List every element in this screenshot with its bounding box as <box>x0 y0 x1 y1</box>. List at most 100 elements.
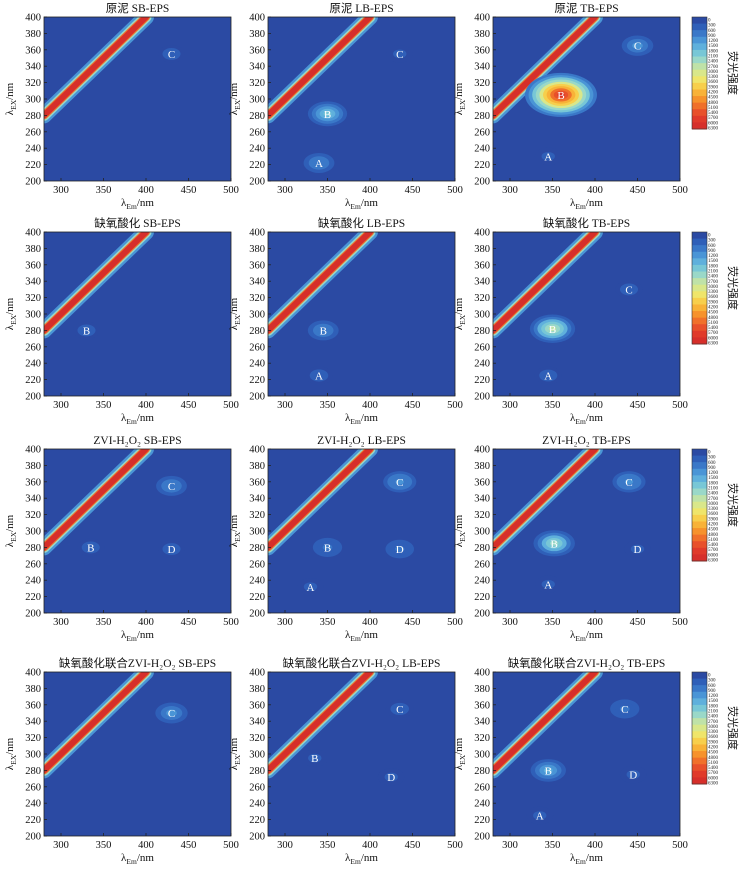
y-tick-label: 240 <box>249 576 265 587</box>
colorbar-tick-label: 5400 <box>708 766 719 771</box>
colorbar-tick-label: 3900 <box>708 517 719 522</box>
y-tick-label: 360 <box>25 700 41 711</box>
colorbar-swatch <box>692 744 707 752</box>
colorbar-swatch <box>692 528 707 536</box>
y-tick-label: 280 <box>249 111 265 122</box>
eem-panel-10: C 缺氧酸化联合ZVI-H₂O₂ SB-EPS 300 350 400 450 500 200… <box>4 656 239 866</box>
x-tick-label: 300 <box>277 400 293 411</box>
colorbar-swatch <box>692 36 707 44</box>
y-tick-label: 320 <box>474 733 490 744</box>
colorbar-swatch <box>692 678 707 686</box>
colorbar-swatch <box>692 69 707 77</box>
y-tick-label: 240 <box>474 799 490 810</box>
y-tick-label: 400 <box>25 228 41 239</box>
x-tick-label: 500 <box>672 400 688 411</box>
panel-title: 缺氧酸化联合ZVI-H₂O₂ LB-EPS <box>283 656 441 670</box>
x-tick-label: 300 <box>277 617 293 628</box>
y-tick-label: 200 <box>474 392 490 403</box>
peak-label-D: D <box>634 544 642 556</box>
y-tick-label: 380 <box>25 29 41 40</box>
peak-label-D: D <box>387 772 395 784</box>
peak-A-contour <box>543 372 553 379</box>
colorbar-swatch <box>692 291 707 299</box>
colorbar-tick-label: 0 <box>708 19 711 24</box>
y-tick-label: 320 <box>25 733 41 744</box>
colorbar-swatch <box>692 30 707 38</box>
y-tick-label: 240 <box>474 144 490 155</box>
y-tick-label: 220 <box>249 592 265 603</box>
y-tick-label: 320 <box>25 78 41 89</box>
colorbar-swatch <box>692 698 707 706</box>
y-tick-label: 260 <box>249 127 265 138</box>
y-tick-label: 200 <box>25 392 41 403</box>
y-tick-label: 220 <box>25 160 41 171</box>
y-tick-label: 240 <box>25 144 41 155</box>
y-tick-label: 260 <box>249 342 265 353</box>
plot-background <box>44 17 231 181</box>
y-tick-label: 380 <box>249 244 265 255</box>
colorbar-swatch <box>692 770 707 778</box>
colorbar-swatch <box>692 56 707 64</box>
x-tick-label: 500 <box>223 840 239 851</box>
colorbar-frame <box>691 448 708 562</box>
x-tick-label: 450 <box>630 840 646 851</box>
x-tick-label: 500 <box>223 617 239 628</box>
eem-panel-6: B C A 缺氧酸化 TB-EPS 300 350 400 450 500 200 220 240 26… <box>453 216 688 426</box>
peak-D-contour <box>384 772 398 782</box>
y-axis-label: λEX/nm <box>228 82 242 115</box>
y-tick-label: 340 <box>474 62 490 73</box>
peak-A-contour <box>541 152 555 161</box>
panel-title: 缺氧酸化 SB-EPS <box>94 216 181 230</box>
y-tick-label: 360 <box>474 260 490 271</box>
colorbar-swatch <box>692 304 707 312</box>
colorbar-tick-label: 4200 <box>708 523 719 528</box>
peak-C-contour <box>166 482 177 490</box>
x-tick-label: 400 <box>362 840 378 851</box>
colorbar-swatch <box>692 711 707 719</box>
y-tick-label: 380 <box>474 461 490 472</box>
x-tick-label: 350 <box>545 840 561 851</box>
y-tick-label: 200 <box>25 609 41 620</box>
x-tick-label: 300 <box>277 185 293 196</box>
panel-title: ZVI-H₂O₂ TB-EPS <box>542 435 631 447</box>
plot-background <box>44 449 231 613</box>
peak-A-contour <box>313 159 325 167</box>
y-axis-label: λEX/nm <box>228 737 242 770</box>
colorbar-tick-label: 1500 <box>708 44 719 49</box>
colorbar-tick-label: 6300 <box>708 559 719 564</box>
y-tick-label: 220 <box>249 160 265 171</box>
colorbar-tick-label: 3300 <box>708 290 719 295</box>
y-tick-label: 280 <box>249 543 265 554</box>
peak-label-D: D <box>168 544 176 556</box>
y-tick-label: 360 <box>474 477 490 488</box>
x-axis-label: λEm/nm <box>121 629 154 643</box>
colorbar-tick-label: 4200 <box>708 91 719 96</box>
colorbar-swatch <box>692 232 707 240</box>
peak-B-contour <box>81 327 92 334</box>
y-axis-label: λEX/nm <box>453 737 467 770</box>
peak-C-contour <box>395 705 405 712</box>
x-tick-label: 450 <box>630 617 646 628</box>
x-tick-label: 300 <box>502 840 518 851</box>
y-tick-label: 200 <box>474 832 490 843</box>
colorbar-4: 0300600900120015001800210024002700300033… <box>691 671 740 787</box>
peak-label-B: B <box>551 538 558 550</box>
peak-label-B: B <box>557 90 564 102</box>
colorbar-tick-label: 2100 <box>708 270 719 275</box>
scatter-ridge <box>493 449 598 551</box>
y-tick-label: 240 <box>25 359 41 370</box>
y-axis-label: λEX/nm <box>4 297 18 330</box>
x-tick-label: 500 <box>447 840 463 851</box>
eem-panel-9: B C D A ZVI-H₂O₂ TB-EPS 300 350 400 450 500 200 220… <box>453 435 688 643</box>
x-tick-label: 300 <box>53 185 69 196</box>
colorbar-frame <box>691 16 708 130</box>
y-tick-label: 220 <box>249 375 265 386</box>
colorbar-swatch <box>692 737 707 745</box>
x-tick-label: 350 <box>320 185 336 196</box>
x-tick-label: 450 <box>181 617 197 628</box>
eem-panel-7: C B D ZVI-H₂O₂ SB-EPS 300 350 400 450 500 200 220 2… <box>4 435 239 643</box>
colorbar-tick-label: 2700 <box>708 720 719 725</box>
colorbar-swatch <box>692 23 707 31</box>
peak-C-contour <box>632 42 643 50</box>
colorbar-tick-label: 1200 <box>708 39 719 44</box>
